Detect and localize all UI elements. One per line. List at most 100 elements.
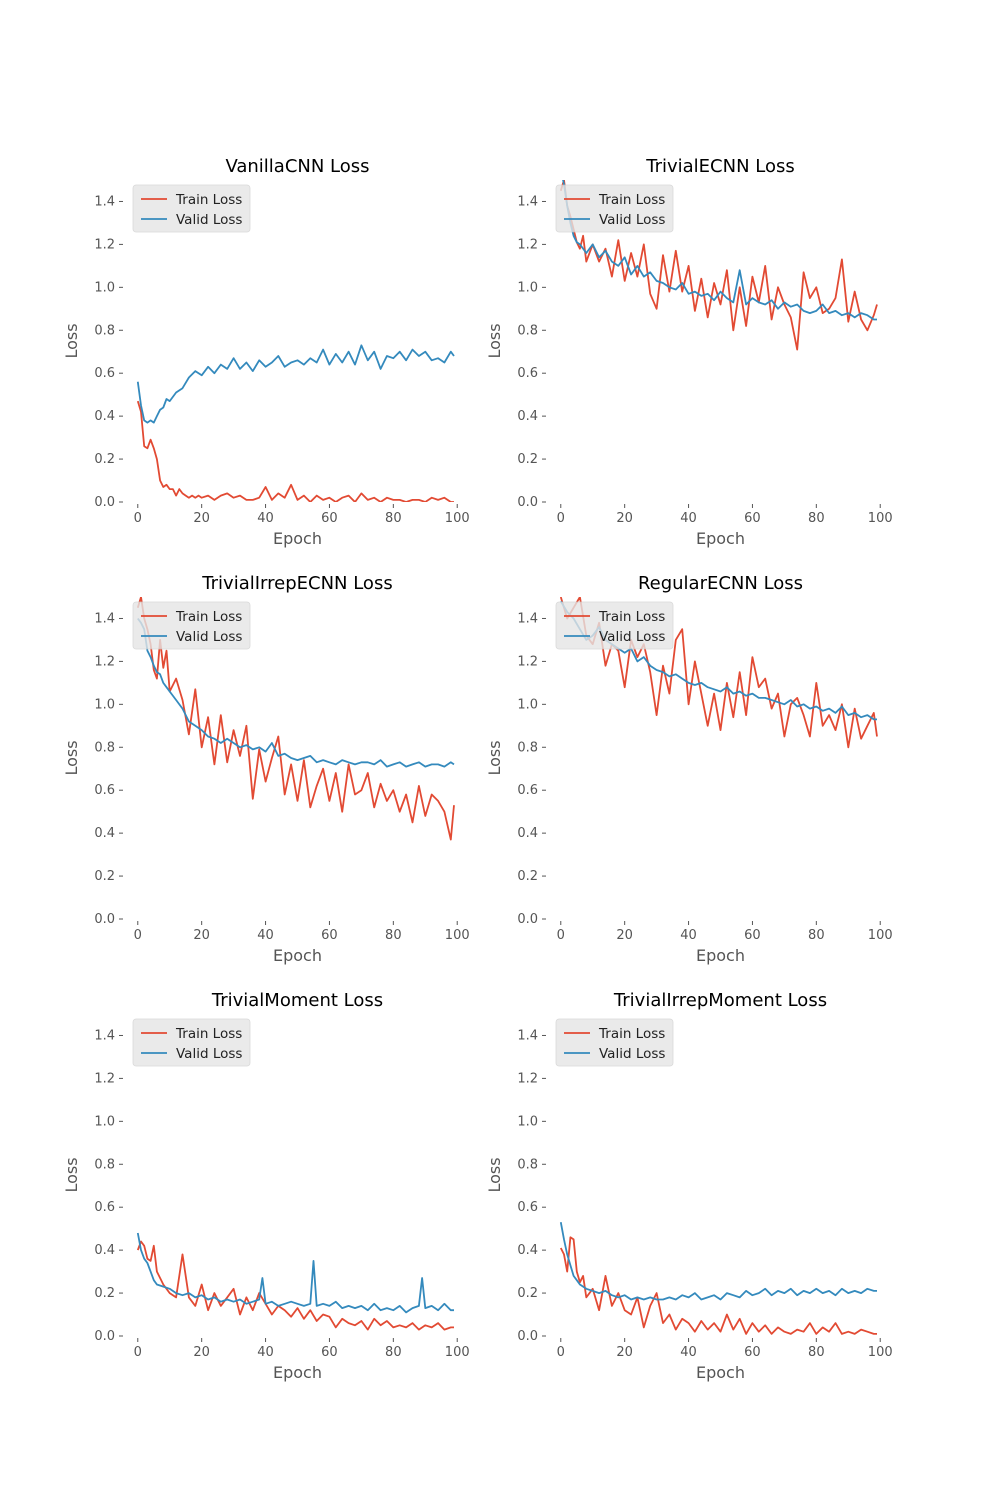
chart-panel: VanillaCNN Loss 0.0 0.2 0.4 0.6 0.8 1.0 1.2 1.4 0…	[62, 156, 470, 548]
y-axis-label: Loss	[485, 740, 504, 775]
y-tick-label: 1.4	[517, 194, 538, 209]
y-tick-label: 1.2	[94, 654, 115, 669]
y-tick-label: 0.4	[517, 409, 538, 424]
y-tick-label: 0.4	[94, 1243, 115, 1258]
x-tick-label: 20	[193, 1345, 210, 1360]
x-axis-label: Epoch	[273, 1363, 322, 1382]
plot-area	[125, 597, 470, 919]
legend-label-valid: Valid Loss	[176, 212, 242, 228]
x-tick-label: 0	[134, 928, 142, 943]
x-tick-label: 0	[557, 928, 565, 943]
y-tick-label: 0.2	[517, 869, 538, 884]
y-tick-label: 0.2	[517, 452, 538, 467]
x-axis-label: Epoch	[696, 946, 745, 965]
chart-title: RegularECNN Loss	[638, 573, 803, 594]
x-tick-label: 80	[808, 511, 825, 526]
y-tick-label: 1.0	[94, 697, 115, 712]
x-tick-label: 80	[385, 1345, 402, 1360]
y-tick-label: 0.4	[94, 409, 115, 424]
legend-label-train: Train Loss	[598, 1026, 665, 1042]
x-tick-label: 60	[321, 1345, 338, 1360]
y-tick-label: 0.0	[94, 1329, 115, 1344]
x-tick-label: 40	[680, 511, 697, 526]
y-tick-label: 0.6	[517, 783, 538, 798]
x-tick-label: 40	[680, 1345, 697, 1360]
x-tick-label: 20	[193, 928, 210, 943]
y-axis-label: Loss	[62, 1157, 81, 1192]
legend-box	[555, 601, 674, 650]
x-tick-label: 80	[808, 928, 825, 943]
legend-label-train: Train Loss	[175, 192, 242, 208]
legend: Train Loss Valid Loss	[132, 184, 251, 233]
legend-box	[555, 1018, 674, 1067]
y-tick-label: 1.2	[94, 1071, 115, 1086]
plot-area	[125, 1014, 470, 1336]
y-tick-label: 0.4	[517, 826, 538, 841]
y-tick-label: 1.0	[517, 697, 538, 712]
valid-loss-line	[137, 617, 455, 768]
valid-loss-line	[559, 1222, 877, 1301]
y-tick-label: 0.6	[517, 366, 538, 381]
x-axis-label: Epoch	[696, 529, 745, 548]
x-tick-label: 100	[868, 928, 893, 943]
chart-panel: TrivialECNN Loss 0.0 0.2 0.4 0.6 0.8 1.0 1.2 1.4…	[485, 156, 893, 548]
legend: Train Loss Valid Loss	[132, 601, 251, 650]
x-tick-label: 60	[321, 511, 338, 526]
x-tick-label: 0	[134, 511, 142, 526]
x-axis-label: Epoch	[273, 946, 322, 965]
y-axis-label: Loss	[62, 740, 81, 775]
y-tick-label: 0.6	[94, 783, 115, 798]
x-axis-label: Epoch	[696, 1363, 745, 1382]
y-tick-label: 1.0	[517, 280, 538, 295]
y-tick-label: 0.0	[517, 495, 538, 510]
x-tick-label: 40	[257, 1345, 274, 1360]
x-tick-label: 100	[445, 511, 470, 526]
valid-loss-line	[136, 344, 455, 424]
x-tick-label: 20	[193, 511, 210, 526]
y-tick-label: 0.4	[94, 826, 115, 841]
x-tick-label: 60	[744, 928, 761, 943]
plot-area	[125, 180, 470, 502]
x-tick-label: 60	[744, 1345, 761, 1360]
x-tick-label: 40	[680, 928, 697, 943]
x-tick-label: 80	[385, 928, 402, 943]
series-group	[136, 597, 455, 841]
x-tick-label: 0	[557, 511, 565, 526]
y-axis-label: Loss	[62, 323, 81, 358]
y-tick-label: 0.8	[517, 740, 538, 755]
legend: Train Loss Valid Loss	[555, 184, 674, 233]
y-tick-label: 1.2	[517, 654, 538, 669]
x-tick-label: 60	[321, 928, 338, 943]
x-tick-label: 20	[616, 511, 633, 526]
y-tick-label: 0.8	[94, 1157, 115, 1172]
train-loss-line	[559, 1236, 877, 1335]
y-tick-label: 1.4	[94, 1028, 115, 1043]
y-tick-label: 0.6	[94, 366, 115, 381]
series-group	[136, 1232, 454, 1331]
y-tick-label: 0.8	[94, 740, 115, 755]
x-tick-label: 100	[445, 1345, 470, 1360]
y-tick-label: 0.2	[94, 1286, 115, 1301]
y-tick-label: 0.8	[94, 323, 115, 338]
chart-title: VanillaCNN Loss	[225, 156, 369, 177]
legend-label-valid: Valid Loss	[599, 1046, 665, 1062]
x-tick-label: 40	[257, 511, 274, 526]
y-tick-label: 0.0	[94, 495, 115, 510]
legend-box	[132, 1018, 251, 1067]
x-tick-label: 100	[868, 1345, 893, 1360]
y-tick-label: 1.4	[517, 611, 538, 626]
y-tick-label: 0.8	[517, 1157, 538, 1172]
x-tick-label: 60	[744, 511, 761, 526]
x-tick-label: 80	[808, 1345, 825, 1360]
legend-box	[555, 184, 674, 233]
x-tick-label: 0	[557, 1345, 565, 1360]
x-tick-label: 100	[868, 511, 893, 526]
legend-label-train: Train Loss	[175, 1026, 242, 1042]
plot-area	[548, 180, 893, 502]
train-loss-line	[136, 1240, 454, 1331]
y-tick-label: 0.0	[517, 912, 538, 927]
y-axis-label: Loss	[485, 323, 504, 358]
legend-label-valid: Valid Loss	[599, 629, 665, 645]
y-tick-label: 0.0	[517, 1329, 538, 1344]
